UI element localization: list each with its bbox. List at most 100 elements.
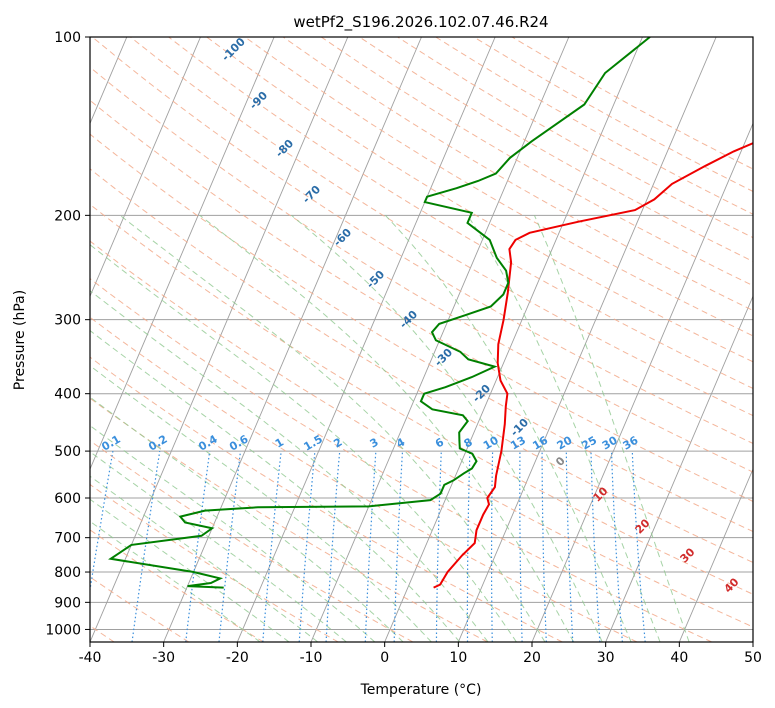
- x-axis-label: Temperature (°C): [360, 682, 482, 698]
- mixing-ratio-label: 8: [462, 436, 475, 451]
- isotherm-line: [90, 37, 275, 471]
- mixing-ratio-line: [131, 451, 161, 642]
- dry-adiabat: [90, 240, 753, 628]
- isotherm-line: [531, 122, 753, 642]
- x-tick-label: -10: [300, 650, 323, 666]
- isotherm-line: [384, 37, 643, 642]
- mixing-ratio-label: 0.6: [227, 432, 251, 453]
- mixing-ratio-label: 4: [394, 435, 407, 450]
- mixing-ratio-line: [90, 450, 114, 594]
- x-axis: -40 -30 -20 -10 0 10 20 30 40 50: [79, 642, 762, 666]
- mixing-ratio-label: 30: [600, 433, 620, 452]
- isotherm-line: [605, 295, 753, 642]
- mixing-ratio-label: 3: [368, 436, 381, 451]
- chart-title: wetPf2_S196.2026.102.07.46.R24: [293, 13, 548, 32]
- moist-adiabat: [533, 215, 690, 642]
- x-tick-label: 40: [670, 650, 688, 666]
- dry-adiabat: [282, 37, 753, 312]
- dry-adiabat-label: -100: [219, 35, 248, 64]
- dry-adiabat: [168, 37, 753, 389]
- x-tick-label: 50: [744, 650, 762, 666]
- isotherm-line: [90, 37, 201, 298]
- y-tick-label: 500: [54, 444, 81, 460]
- y-axis: 100 200 300 400 500 600 700 800 900 1000: [45, 30, 90, 638]
- mixing-ratio-label: 10: [481, 433, 501, 452]
- y-tick-label: 100: [54, 30, 81, 46]
- mixing-ratio-line: [565, 451, 574, 642]
- mixing-ratio-label: 0.2: [146, 433, 169, 454]
- moist-adiabat: [199, 214, 575, 642]
- mixing-ratio-label: 36: [621, 433, 641, 452]
- dry-adiabat: [90, 316, 638, 642]
- mixing-ratio-line: [218, 451, 242, 642]
- moist-adiabat: [291, 214, 603, 642]
- dry-adiabat: [90, 133, 753, 533]
- dry-adiabat-label: -40: [397, 308, 420, 331]
- dry-adiabat-label: 10: [591, 484, 611, 504]
- mixing-ratio-line: [519, 451, 523, 642]
- dry-adiabat-label: -70: [300, 183, 323, 206]
- mixing-ratio-line: [435, 451, 442, 642]
- dry-adiabat-label: 40: [722, 575, 742, 595]
- y-tick-label: 800: [54, 565, 81, 581]
- y-tick-label: 1000: [45, 622, 81, 638]
- y-tick-label: 200: [54, 208, 81, 224]
- background-lines: [90, 37, 753, 642]
- dry-adiabat: [90, 356, 563, 642]
- moist-adiabat: [90, 396, 404, 642]
- x-tick-label: 20: [523, 650, 541, 666]
- temperature-line: [433, 142, 753, 589]
- mixing-ratio-label: 2: [331, 436, 344, 451]
- isotherm-line: [752, 640, 753, 642]
- dry-adiabat: [90, 440, 414, 642]
- y-axis-label: Pressure (hPa): [12, 290, 28, 390]
- x-tick-label: -20: [226, 650, 249, 666]
- isotherm-line: [457, 37, 717, 642]
- dry-adiabat: [91, 37, 753, 445]
- dewpoint-line: [108, 37, 651, 589]
- mixing-ratio-line: [466, 451, 471, 642]
- dry-adiabat: [90, 483, 339, 642]
- dry-adiabat: [90, 576, 190, 642]
- mixing-ratio-label: 16: [530, 433, 550, 452]
- dry-adiabat: [90, 529, 264, 642]
- moist-adiabat: [90, 498, 290, 642]
- profile-series: [108, 37, 753, 589]
- line-labels: 0.1 0.2 0.4 0.6 1 1.5 2 3 4 6 8 10 13 16 20 25 30 36-100-…: [99, 35, 742, 596]
- x-tick-label: -40: [79, 650, 102, 666]
- plot-frame: [89, 36, 754, 643]
- moist-adiabat: [119, 214, 546, 642]
- mixing-ratio-line: [490, 451, 494, 642]
- dry-adiabat: [435, 37, 753, 215]
- dry-adiabat-label: 30: [678, 545, 698, 565]
- mixing-ratio-line: [185, 451, 211, 642]
- isotherm-line: [163, 37, 422, 642]
- dry-adiabat-label: 20: [633, 516, 653, 536]
- moist-adiabat: [384, 214, 632, 642]
- x-tick-label: 0: [380, 650, 389, 666]
- moist-adiabat: [90, 451, 347, 642]
- x-tick-label: 10: [449, 650, 467, 666]
- mixing-ratio-label: 0.4: [196, 432, 220, 453]
- dry-adiabat-label: -20: [470, 382, 493, 405]
- mixing-ratio-label: 20: [555, 433, 575, 452]
- dry-adiabat-label: -60: [331, 226, 354, 249]
- dry-adiabat: [90, 278, 712, 642]
- mixing-ratio-line: [364, 451, 377, 642]
- mixing-ratio-line: [262, 451, 282, 642]
- y-tick-label: 900: [54, 595, 81, 611]
- dry-adiabat: [90, 203, 753, 595]
- isotherm-line: [90, 37, 349, 642]
- dry-adiabat: [244, 37, 753, 337]
- mixing-ratio-line: [610, 451, 623, 642]
- mixing-ratio-line: [631, 451, 646, 642]
- mixing-ratio-line: [590, 451, 601, 642]
- dry-adiabat: [130, 37, 753, 417]
- x-tick-label: 30: [597, 650, 615, 666]
- x-tick-label: -30: [152, 650, 175, 666]
- moist-adiabat: [90, 475, 319, 642]
- y-tick-label: 600: [54, 491, 81, 507]
- dry-adiabat: [90, 99, 753, 502]
- dry-adiabat: [90, 397, 488, 642]
